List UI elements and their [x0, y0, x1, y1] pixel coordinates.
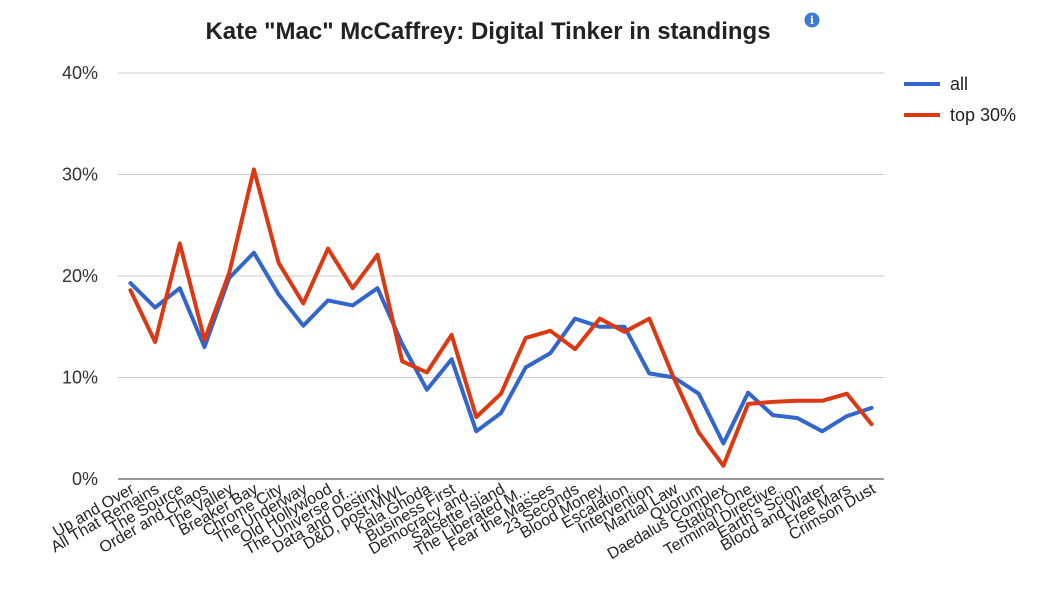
y-tick-label: 40%	[62, 63, 98, 83]
series-lines	[128, 167, 874, 468]
series-line-all	[128, 250, 874, 446]
legend-label: all	[950, 74, 968, 94]
legend-item[interactable]: all	[904, 74, 968, 94]
info-icon[interactable]: i	[804, 12, 820, 28]
y-tick-label: 0%	[72, 469, 98, 489]
svg-text:i: i	[810, 14, 814, 27]
y-axis: 0% 10% 20% 30% 40%	[62, 63, 98, 489]
chart-title: Kate "Mac" McCaffrey: Digital Tinker in …	[205, 18, 770, 45]
legend-item[interactable]: top 30%	[904, 105, 1016, 125]
gridlines	[118, 72, 884, 480]
y-tick-label: 30%	[62, 165, 98, 185]
legend: all top 30%	[904, 74, 1016, 125]
legend-label: top 30%	[950, 105, 1016, 125]
y-tick-label: 10%	[62, 368, 98, 388]
y-tick-label: 20%	[62, 266, 98, 286]
series-line-top-30-	[128, 167, 874, 468]
